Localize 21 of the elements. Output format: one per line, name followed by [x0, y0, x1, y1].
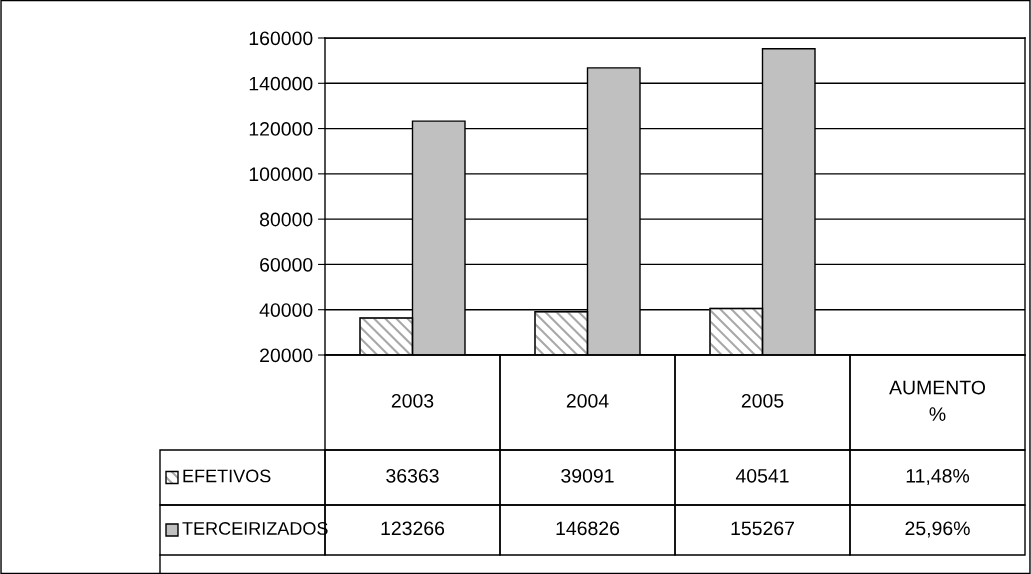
data-label: 39091	[561, 468, 614, 483]
data-label: 36363	[386, 468, 439, 483]
x-tick-label: 2005	[741, 393, 784, 408]
y-tick-label: 80000	[259, 212, 313, 227]
x-tick-label: 2004	[566, 393, 609, 408]
y-tick-label: 140000	[249, 76, 313, 91]
data-label: 123266	[381, 521, 445, 536]
y-tick-label: 40000	[259, 303, 313, 317]
data-label: 155267	[731, 521, 794, 536]
data-label: 40541	[735, 468, 789, 483]
text: 11,48%	[906, 468, 970, 486]
data-label: 146826	[556, 521, 620, 536]
y-tick-label: 100000	[249, 167, 313, 182]
y-tick-label: 160000	[249, 31, 313, 46]
y-tick-label: 60000	[260, 257, 313, 272]
x-tick-label: 2003	[391, 393, 434, 408]
legend-label: EFETIVOS	[183, 469, 271, 483]
y-tick-label: 20000	[260, 348, 313, 363]
x-tick-label: AUMENTO %	[889, 380, 986, 421]
text: 25,96%	[905, 521, 970, 538]
y-tick-label: 120000	[249, 122, 313, 136]
